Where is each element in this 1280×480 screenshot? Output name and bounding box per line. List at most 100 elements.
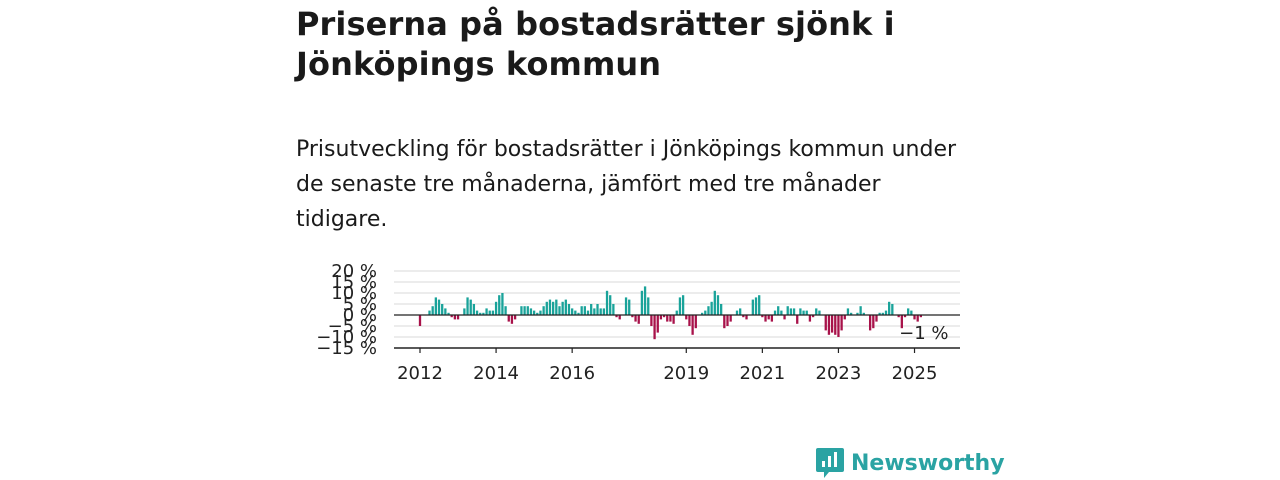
bar [739,308,742,315]
bar [856,312,859,315]
bar [837,315,840,337]
bar [551,301,555,315]
bar [868,315,872,331]
bar [666,315,669,322]
bar [903,315,907,318]
bar [590,304,593,315]
bar [418,315,422,326]
bar [637,315,640,324]
y-axis-ticks: 20 %15 %10 %5 %0 %−5 %−10 %−15 % [316,261,377,359]
bar [691,315,694,335]
bar [802,310,805,315]
bar [678,297,682,315]
x-tick-label: 2019 [663,363,709,384]
bar [431,306,434,315]
bar [656,315,659,333]
bar [485,308,488,315]
bar [583,306,586,315]
bar [792,308,796,315]
bar [488,310,491,315]
brand-name: Newsworthy [851,450,1005,476]
bar [466,297,469,315]
bar [713,290,716,315]
bar [628,299,631,315]
bar [558,306,561,315]
bar [758,295,761,315]
bar [910,310,913,315]
bar [567,304,571,315]
bar [513,315,517,320]
bar [659,315,663,320]
bar [726,315,729,326]
bar [453,315,457,320]
bar [688,315,691,326]
bar [913,315,916,320]
bar [643,286,647,315]
bar [624,297,628,315]
bar [593,308,596,315]
bar [707,306,710,315]
bar [878,312,881,315]
bar [532,310,536,315]
bar [735,310,739,315]
bar [561,301,564,315]
bar [618,315,621,320]
newsworthy-logo: Newsworthy [815,446,1005,480]
bar [723,315,726,329]
bar [811,315,815,318]
bar [764,315,767,322]
bar [834,315,837,335]
bar [900,315,903,329]
bar [647,297,650,315]
bar [599,308,602,315]
y-tick-label: 5 % [343,294,377,315]
bar [548,299,552,315]
bar [745,315,748,320]
bar [615,315,618,318]
bar [494,301,498,315]
bar [777,306,780,315]
bar [580,306,583,315]
bar [815,308,818,315]
bar [786,306,789,315]
bar [491,310,495,315]
bar [564,299,567,315]
bar [520,306,523,315]
bar [669,315,672,322]
bar [602,308,606,315]
bar [891,304,894,315]
y-tick-label: −5 % [328,316,377,337]
bar [482,312,485,315]
bar [720,304,723,315]
y-tick-label: 10 % [331,283,377,304]
bar [653,315,656,340]
bar [710,301,713,315]
x-tick-label: 2021 [739,363,785,384]
bar [849,312,853,315]
bar [437,299,441,315]
bar [526,306,529,315]
bar-chart: 20 %15 %10 %5 %0 %−5 %−10 %−15 % 2012 201… [316,261,960,384]
y-tick-label: −10 % [316,327,377,348]
x-tick-label: 2023 [816,363,862,384]
bar [805,310,808,315]
bar [675,310,678,315]
bar [447,312,450,315]
bar [888,301,891,315]
chart-title: Priserna på bostadsrätter sjönk i Jönköp… [296,5,895,83]
bar [830,315,834,333]
bar [780,310,783,315]
bar [640,290,644,315]
bar [843,315,846,320]
bar [761,315,764,318]
bar [650,315,653,326]
y-tick-label: 20 % [331,261,377,282]
bar [859,306,862,315]
bar [808,315,812,322]
bar [662,315,666,318]
bar [897,315,900,318]
bar [605,290,609,315]
x-tick-label: 2012 [397,363,443,384]
bar [472,304,476,315]
chart-subtitle: Prisutveckling för bostadsrätter i Jönkö… [296,137,957,232]
